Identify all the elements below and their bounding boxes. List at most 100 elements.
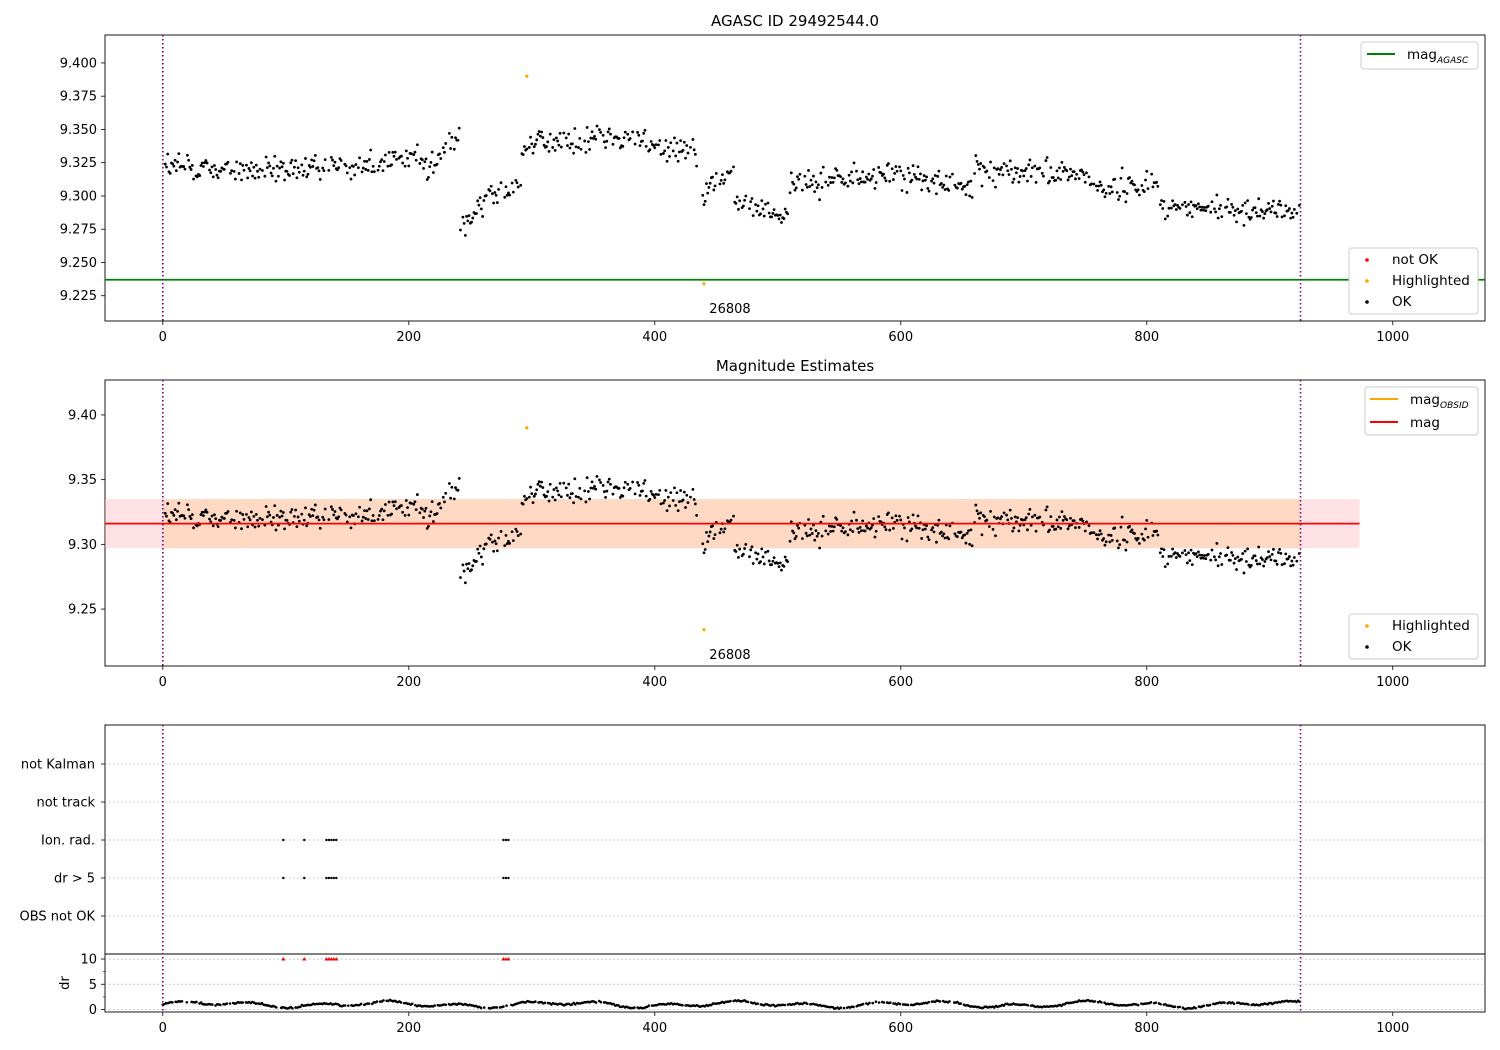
point-ok	[293, 165, 296, 169]
point-ok	[857, 182, 861, 186]
point-ok	[182, 165, 186, 168]
point-ok	[172, 513, 176, 517]
point-ok	[686, 151, 690, 155]
point-ok	[623, 480, 627, 484]
point-ok	[233, 177, 237, 181]
dr-point	[1136, 1003, 1140, 1007]
point-ok	[967, 529, 970, 533]
point-ok	[792, 182, 796, 186]
point-ok	[290, 158, 294, 162]
point-ok	[1013, 515, 1017, 519]
flag-point	[330, 876, 333, 880]
point-ok	[435, 512, 439, 515]
point-ok	[874, 529, 878, 533]
point-ok	[719, 178, 723, 182]
point-ok	[547, 499, 551, 503]
point-ok	[300, 512, 304, 516]
point-ok	[254, 512, 258, 516]
point-ok	[505, 542, 509, 546]
point-ok	[254, 163, 258, 167]
panel-agasc-legend-lower: not OK Highlighted OK	[1348, 247, 1479, 315]
point-ok	[322, 518, 326, 522]
point-ok	[1137, 193, 1141, 197]
point-ok	[318, 178, 322, 181]
point-ok	[203, 510, 207, 514]
point-ok	[1260, 210, 1264, 213]
point-ok	[257, 175, 261, 179]
point-ok	[1010, 167, 1013, 171]
point-ok	[454, 136, 457, 140]
point-ok	[479, 207, 483, 211]
point-ok	[213, 513, 216, 517]
point-ok	[504, 185, 508, 189]
point-ok	[1178, 206, 1182, 210]
point-ok	[168, 171, 172, 175]
point-ok	[721, 173, 724, 177]
point-ok	[1194, 204, 1198, 207]
point-ok	[278, 515, 282, 519]
point-ok	[488, 189, 492, 193]
point-ok	[1199, 208, 1203, 212]
point-ok	[264, 505, 268, 508]
point-ok	[275, 513, 279, 517]
point-ok	[1066, 178, 1070, 182]
point-ok	[829, 529, 833, 533]
point-ok	[824, 529, 828, 533]
point-ok	[1262, 216, 1266, 220]
point-ok	[439, 506, 443, 510]
point-ok	[1292, 208, 1296, 211]
dr-point	[433, 1004, 436, 1007]
dr-point	[185, 1000, 189, 1004]
point-ok	[1267, 202, 1270, 205]
point-ok	[707, 534, 711, 538]
point-ok	[594, 137, 598, 141]
dr-point	[505, 1004, 508, 1007]
point-ok	[309, 515, 312, 518]
point-ok	[1075, 172, 1079, 176]
point-ok	[323, 158, 327, 161]
point-ok	[851, 181, 855, 185]
point-ok	[354, 512, 358, 516]
point-ok	[665, 159, 669, 163]
point-ok	[960, 187, 964, 191]
point-ok	[743, 198, 746, 202]
point-ok	[810, 532, 814, 535]
point-ok	[204, 159, 208, 162]
point-ok	[590, 130, 594, 134]
point-ok	[648, 497, 652, 501]
point-ok	[891, 527, 895, 530]
point-ok	[204, 508, 208, 512]
point-ok	[888, 179, 892, 183]
point-ok	[1011, 529, 1015, 533]
point-ok	[989, 160, 992, 164]
point-ok	[1008, 508, 1012, 512]
point-ok	[521, 502, 525, 506]
point-ok	[927, 189, 931, 193]
point-ok	[684, 506, 687, 509]
point-ok	[382, 160, 386, 163]
point-ok	[371, 164, 375, 168]
point-ok	[864, 175, 868, 179]
point-ok	[535, 138, 539, 142]
point-ok	[921, 528, 925, 532]
point-ok	[310, 507, 314, 511]
point-ok	[423, 160, 427, 164]
point-ok	[1229, 210, 1232, 214]
point-ok	[214, 168, 218, 171]
point-ok	[369, 148, 373, 152]
panel1-xtick-label: 0	[159, 330, 167, 345]
point-ok	[1244, 560, 1248, 563]
point-ok	[841, 526, 845, 530]
point-ok	[572, 501, 576, 505]
point-ok	[557, 493, 561, 497]
dr-point	[612, 1002, 616, 1006]
point-ok	[818, 546, 821, 550]
point-ok	[578, 486, 582, 490]
point-ok	[848, 528, 852, 532]
point-ok	[461, 563, 465, 567]
point-ok	[481, 215, 484, 218]
dr-point	[199, 1001, 203, 1004]
point-ok	[431, 520, 435, 523]
point-ok	[866, 177, 869, 181]
point-ok	[1136, 188, 1140, 192]
